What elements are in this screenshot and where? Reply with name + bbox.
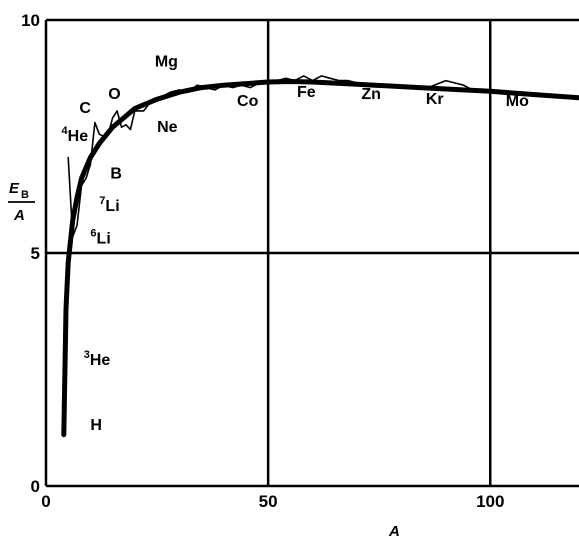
element-label: O [108, 86, 120, 103]
element-label: 3He [84, 349, 111, 369]
element-label: Mo [506, 93, 529, 110]
element-label: Zn [361, 86, 381, 103]
grid-lines [46, 20, 579, 486]
element-label: 7Li [99, 195, 119, 215]
series [61, 75, 579, 438]
y-tick-label: 5 [31, 244, 40, 263]
element-label: H [90, 417, 102, 434]
element-label: 4He [62, 125, 89, 145]
y-axis-label-numerator: E [9, 180, 20, 197]
element-label: 6Li [90, 228, 110, 248]
y-axis-label-subscript: B [21, 189, 29, 201]
tick-labels: 0 50 100 0 5 10 [21, 11, 504, 511]
y-tick-label: 10 [21, 11, 40, 30]
element-label: Kr [426, 91, 444, 108]
x-tick-label: 100 [476, 492, 504, 511]
element-label: C [79, 100, 91, 117]
element-label: Co [237, 93, 259, 110]
element-label: B [110, 165, 122, 182]
x-tick-label: 0 [41, 492, 50, 511]
smooth-binding-curve [61, 79, 579, 438]
y-tick-label: 0 [31, 477, 40, 496]
annotations: H 3He 6Li 7Li B 4He CO Ne Mg Co Fe Zn Kr Mo [62, 54, 530, 434]
x-axis-label: A [388, 523, 400, 540]
x-tick-label: 50 [259, 492, 278, 511]
y-axis-label: E B A [8, 180, 35, 224]
y-axis-label-denominator: A [13, 207, 25, 224]
element-label: Mg [155, 54, 178, 71]
element-label: Fe [297, 84, 316, 101]
measured-binding-curve [67, 75, 579, 238]
axes [44, 18, 579, 488]
element-label: Ne [157, 119, 178, 136]
